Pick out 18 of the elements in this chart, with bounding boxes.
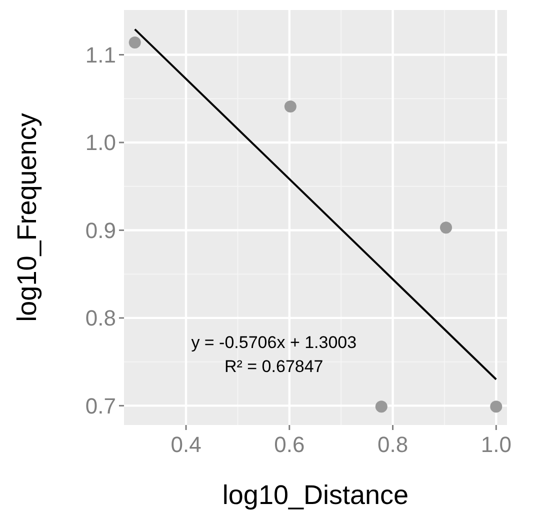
y-tick-label: 0.9 bbox=[85, 218, 116, 243]
point bbox=[128, 36, 141, 48]
y-tick-label: 1.1 bbox=[85, 42, 116, 68]
y-tick-label: 1.0 bbox=[85, 130, 116, 156]
x-tick-label: 0.6 bbox=[274, 432, 305, 457]
point bbox=[284, 100, 296, 113]
x-tick-label: 0.8 bbox=[377, 432, 408, 457]
annotation: y = -0.5706x + 1.3003 bbox=[191, 332, 357, 352]
x-tick-label: 0.4 bbox=[170, 432, 202, 457]
x-axis-title: log10_Distance bbox=[222, 480, 409, 510]
point bbox=[440, 222, 452, 234]
y-tick-label: 0.8 bbox=[85, 306, 116, 331]
y-tick-label: 0.7 bbox=[85, 393, 116, 418]
annotation: R² = 0.67847 bbox=[224, 356, 324, 376]
y-axis-title: log10_Frequency bbox=[12, 112, 42, 322]
point bbox=[375, 400, 388, 413]
x-tick-label: 1.0 bbox=[480, 432, 512, 457]
point bbox=[490, 400, 502, 413]
